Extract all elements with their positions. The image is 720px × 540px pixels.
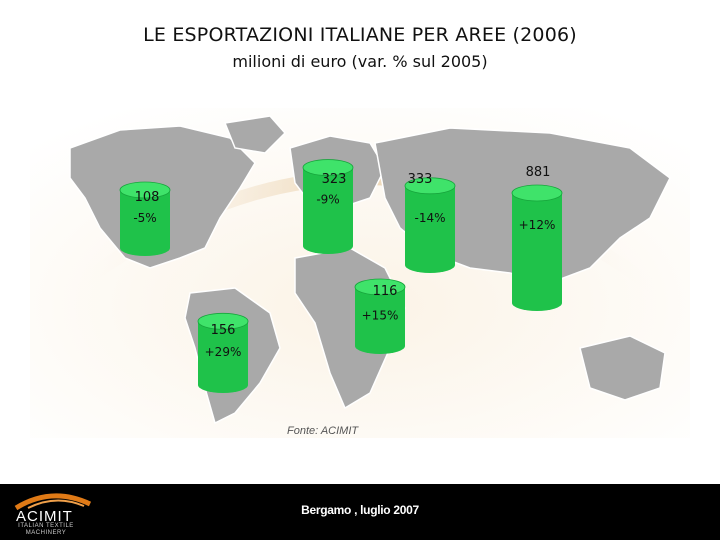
- cylinder-top: [197, 312, 249, 330]
- cylinder-4: -14% 333: [404, 172, 456, 273]
- value-label: 116: [373, 284, 398, 299]
- greenland-shape: [223, 115, 287, 154]
- cylinder-3: +15% 116: [354, 278, 406, 354]
- cylinder-5: +12% 881: [511, 165, 563, 311]
- cylinder-body: [405, 185, 455, 273]
- change-label: -14%: [414, 211, 445, 225]
- value-label: 323: [322, 172, 347, 187]
- logo-main: ACIMIT: [16, 508, 73, 525]
- cylinder-top: [302, 159, 354, 176]
- logo-sub: ITALIAN TEXTILE MACHINERY: [10, 523, 82, 537]
- logo-sub-line-2: MACHINERY: [25, 530, 67, 536]
- source-note: Fonte: ACIMIT: [287, 425, 359, 437]
- cylinder-top: [119, 181, 171, 199]
- world-map-chart: -5%108+29%156-9%323+15%116-14%333+12%881: [30, 108, 690, 438]
- cylinder-0: -5%108: [119, 181, 171, 256]
- australia-shape: [579, 335, 666, 401]
- change-label: +12%: [519, 218, 556, 232]
- footer-text: Bergamo , luglio 2007: [301, 503, 419, 517]
- chart-subtitle: milioni di euro (var. % sul 2005): [232, 52, 488, 71]
- cylinder-2: -9%323: [302, 159, 354, 254]
- cylinder-body: [355, 286, 405, 354]
- chart-marks: -5%108+29%156-9%323+15%116-14%333+12%881: [119, 159, 563, 393]
- cylinder-1: +29% 156: [197, 312, 249, 393]
- footer-bar: [0, 484, 720, 540]
- value-label: 156: [211, 323, 236, 338]
- cylinder-body: [198, 321, 248, 393]
- change-label: +29%: [205, 345, 242, 359]
- acimit-logo-arc-icon: [14, 493, 92, 511]
- cylinder-top: [404, 177, 456, 195]
- value-label: 108: [135, 190, 160, 205]
- cylinder-body: [303, 167, 353, 254]
- value-label: 881: [526, 165, 551, 180]
- cylinder-body: [120, 189, 170, 256]
- value-label: 333: [408, 172, 433, 187]
- cylinder-top: [511, 184, 563, 202]
- chart-title: LE ESPORTAZIONI ITALIANE PER AREE (2006): [143, 24, 577, 46]
- change-label: +15%: [362, 309, 399, 323]
- cylinder-body: [512, 193, 562, 311]
- logo-sub-line-1: ITALIAN TEXTILE: [18, 523, 74, 529]
- cylinder-top: [354, 278, 406, 296]
- change-label: -9%: [316, 193, 339, 207]
- change-label: -5%: [133, 211, 156, 225]
